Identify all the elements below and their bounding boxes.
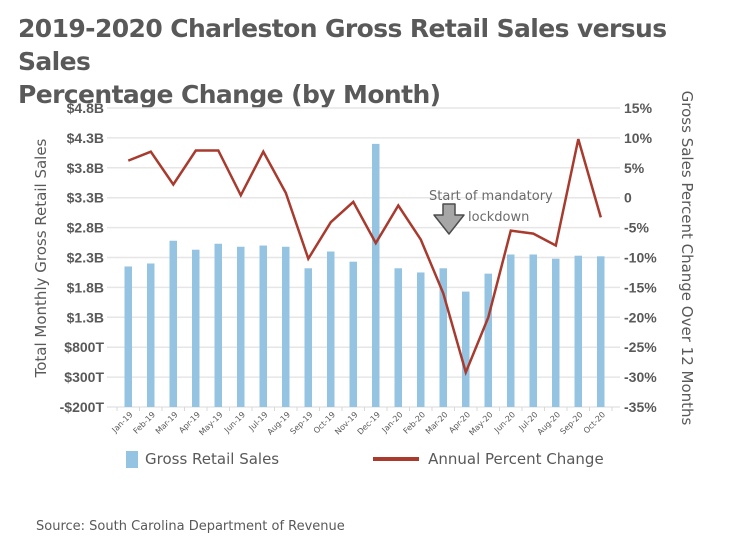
bar-Apr-19 [192,249,200,407]
left-axis-ticks: $4.8B $4.3B $3.8B $3.3B $2.8B $2.3B $1.8B $1.3B… [60,100,105,415]
x-tick-label: Aug-20 [536,410,563,437]
x-tick-label: Nov-19 [333,410,359,436]
x-tick-label: Mar-20 [424,410,450,436]
left-axis-tick-label: $800T [64,339,104,355]
left-axis-tick-label: $300T [64,369,104,385]
legend-bar-label: Gross Retail Sales [145,450,280,468]
right-axis-ticks: 15% 10% 5% 0 -5% -10% -15% -20% -25% -30% -35% [624,100,657,415]
gridlines [107,107,620,408]
right-axis-tick-label: 5% [624,160,645,176]
line-annual-percent-change [127,138,603,377]
bar-series [124,143,605,407]
right-axis-tick-label: 0 [624,190,632,206]
bar-Jul-19 [259,245,267,407]
left-axis-tick-label: $3.3B [67,190,104,206]
x-tick-label: May-19 [197,410,224,437]
x-tick-label: Jan-20 [380,410,405,435]
chart-title: 2019-2020 Charleston Gross Retail Sales … [18,12,738,111]
bar-Jan-20 [394,268,402,407]
bar-Feb-20 [417,272,425,407]
left-axis-title: Total Monthly Gross Retail Sales [32,138,50,378]
bar-Sep-20 [574,255,582,407]
source-note: Source: South Carolina Department of Rev… [36,519,345,534]
lockdown-annotation: Start of mandatory lockdown [429,189,553,235]
bar-Jun-19 [237,246,245,407]
legend-bar-swatch [126,450,138,468]
annotation-text-line-2: lockdown [468,210,529,225]
bar-Nov-19 [349,261,357,407]
left-axis-tick-label: $4.3B [67,130,104,146]
left-axis-tick-label: $1.8B [67,279,104,295]
x-tick-label: Mar-19 [154,410,180,436]
right-axis-tick-label: -35% [624,399,657,415]
bar-Aug-20 [552,258,560,407]
x-tick-label: Jan-19 [110,410,135,435]
x-tick-label: Sep-19 [288,410,314,436]
right-axis-tick-label: -20% [624,309,657,325]
left-axis-tick-label: $1.3B [67,309,104,325]
right-axis-title: Gross Sales Percent Change Over 12 Month… [678,91,696,426]
legend-line-swatch [373,457,420,461]
chart-title-line-1: 2019-2020 Charleston Gross Retail Sales … [18,14,667,76]
bar-May-19 [214,243,222,407]
right-axis-tick-label: -30% [624,369,657,385]
bar-Sep-19 [304,268,312,407]
bar-Dec-19 [372,143,380,407]
line-series [127,138,603,377]
bar-Jun-20 [507,254,515,407]
bar-Apr-20 [462,291,470,407]
bar-Feb-19 [147,263,155,407]
x-tick-label: Aug-19 [266,410,293,437]
bar-Aug-19 [282,246,290,407]
right-axis-tick-label: 10% [624,130,653,146]
down-arrow-icon [433,203,465,235]
legend-item-line: Annual Percent Change [279,450,604,468]
right-axis-tick-label: -15% [624,279,657,295]
x-tick-label: Dec-19 [356,410,383,437]
annotation-text-line-1: Start of mandatory [429,189,553,204]
bar-May-20 [484,273,492,407]
bar-Mar-19 [169,240,177,407]
right-axis-tick-label: -10% [624,250,657,266]
x-tick-label: Jun-19 [222,410,247,435]
bar-Jan-19 [124,266,132,407]
chart-title-line-2: Percentage Change (by Month) [18,80,441,109]
left-axis-tick-label: $2.8B [67,220,104,236]
legend: Gross Retail Sales Annual Percent Change [126,450,604,468]
left-axis-tick-label: $2.3B [67,250,104,266]
x-tick-label: May-20 [467,410,494,437]
left-axis-tick-label: -$200T [60,399,105,415]
x-tick-label: Jun-20 [492,410,517,435]
bar-Oct-19 [327,251,335,407]
x-tick-label: Sep-20 [558,410,584,436]
bar-Oct-20 [597,256,605,407]
right-axis-tick-label: -5% [624,220,649,236]
x-tick-label: Feb-19 [132,410,158,436]
right-axis-tick-label: 15% [624,100,653,116]
legend-line-label: Annual Percent Change [428,450,604,468]
legend-item-bars: Gross Retail Sales [126,450,279,468]
x-tick-label: Oct-20 [582,410,607,435]
bar-Jul-20 [529,254,537,407]
right-axis-tick-label: -25% [624,339,657,355]
bar-Mar-20 [439,268,447,407]
x-tick-label: Feb-20 [402,410,428,436]
left-axis-tick-label: $4.8B [67,100,104,116]
left-axis-tick-label: $3.8B [67,160,104,176]
